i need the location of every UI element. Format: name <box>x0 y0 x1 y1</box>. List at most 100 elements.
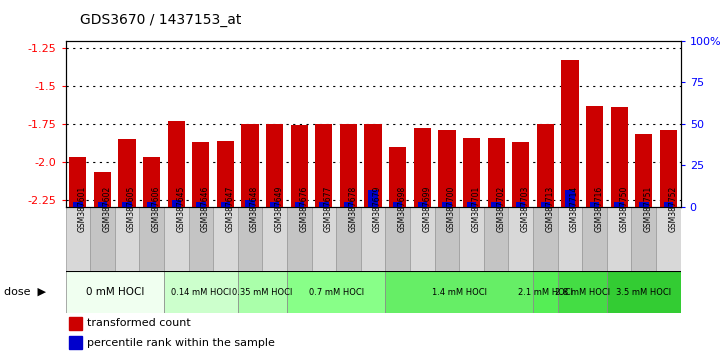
Text: GSM387647: GSM387647 <box>226 186 234 232</box>
Text: 0.7 mM HOCl: 0.7 mM HOCl <box>309 287 364 297</box>
Bar <box>238 271 287 313</box>
Bar <box>319 202 328 207</box>
Bar <box>365 124 381 207</box>
Text: 0 mM HOCl: 0 mM HOCl <box>86 287 144 297</box>
Bar <box>221 202 230 207</box>
Bar <box>516 202 526 207</box>
Text: GDS3670 / 1437153_at: GDS3670 / 1437153_at <box>80 12 242 27</box>
Bar <box>533 271 558 313</box>
Bar <box>631 207 656 271</box>
Bar <box>614 202 624 207</box>
Bar <box>336 207 361 271</box>
Bar <box>290 125 308 207</box>
Bar <box>533 207 558 271</box>
Text: GSM387605: GSM387605 <box>127 186 136 232</box>
Text: GSM387713: GSM387713 <box>545 186 554 232</box>
Bar <box>242 124 258 207</box>
Bar <box>368 190 378 207</box>
Bar <box>418 202 427 207</box>
Text: GSM387752: GSM387752 <box>668 186 677 232</box>
Text: transformed count: transformed count <box>87 318 191 328</box>
Bar <box>438 130 456 207</box>
Bar <box>115 207 139 271</box>
Bar <box>537 124 554 207</box>
Bar <box>73 202 82 207</box>
Text: GSM387645: GSM387645 <box>176 186 185 232</box>
Bar <box>607 207 631 271</box>
Bar <box>69 157 87 207</box>
Text: GSM387699: GSM387699 <box>422 186 431 232</box>
Bar <box>660 130 677 207</box>
Bar <box>361 207 385 271</box>
Bar <box>94 172 111 207</box>
Bar <box>238 207 262 271</box>
Text: GSM387703: GSM387703 <box>521 186 530 232</box>
Text: 1.4 mM HOCl: 1.4 mM HOCl <box>432 287 487 297</box>
Text: GSM387677: GSM387677 <box>324 186 333 232</box>
Bar <box>270 202 280 207</box>
Bar <box>196 202 205 207</box>
Bar <box>68 336 82 349</box>
Text: 2.8 mM HOCl: 2.8 mM HOCl <box>555 287 610 297</box>
Bar <box>491 202 501 207</box>
Bar <box>484 207 508 271</box>
Text: GSM387701: GSM387701 <box>472 186 480 232</box>
Bar <box>262 207 287 271</box>
Bar <box>164 207 189 271</box>
Bar <box>217 141 234 207</box>
Bar <box>213 207 238 271</box>
Bar <box>315 124 333 207</box>
Bar <box>192 142 210 207</box>
Text: GSM387750: GSM387750 <box>620 186 628 232</box>
Bar <box>558 207 582 271</box>
Text: 3.5 mM HOCl: 3.5 mM HOCl <box>616 287 671 297</box>
Bar <box>385 271 533 313</box>
Bar <box>266 124 283 207</box>
Text: GSM387700: GSM387700 <box>447 186 456 232</box>
Bar <box>635 135 652 207</box>
Bar <box>344 202 353 207</box>
Bar <box>561 61 579 207</box>
Bar <box>586 106 604 207</box>
Bar <box>122 202 132 207</box>
Bar <box>98 202 107 207</box>
Text: 2.1 mM HOCl: 2.1 mM HOCl <box>518 287 573 297</box>
Text: GSM387714: GSM387714 <box>570 186 579 232</box>
Text: GSM387716: GSM387716 <box>595 186 604 232</box>
Text: GSM387648: GSM387648 <box>250 186 259 232</box>
Bar <box>90 207 115 271</box>
Bar <box>558 271 607 313</box>
Bar <box>639 202 649 207</box>
Text: GSM387646: GSM387646 <box>201 186 210 232</box>
Bar <box>139 207 164 271</box>
Bar <box>167 121 185 207</box>
Text: GSM387751: GSM387751 <box>644 186 653 232</box>
Bar <box>607 271 681 313</box>
Text: GSM387649: GSM387649 <box>274 186 284 232</box>
Text: 0.14 mM HOCl: 0.14 mM HOCl <box>171 287 231 297</box>
Bar <box>66 207 90 271</box>
Bar <box>410 207 435 271</box>
Bar <box>541 202 550 207</box>
Bar <box>389 147 406 207</box>
Text: GSM387676: GSM387676 <box>299 186 308 232</box>
Bar <box>385 207 410 271</box>
Text: GSM387698: GSM387698 <box>397 186 407 232</box>
Bar <box>68 316 82 330</box>
Bar <box>287 207 312 271</box>
Bar <box>565 190 574 207</box>
Bar <box>164 271 238 313</box>
Bar <box>664 202 673 207</box>
Bar <box>295 202 304 207</box>
Text: GSM387601: GSM387601 <box>78 186 87 232</box>
Bar <box>590 202 599 207</box>
Text: GSM387606: GSM387606 <box>151 186 161 232</box>
Bar <box>147 202 157 207</box>
Bar <box>512 142 529 207</box>
Bar <box>582 207 607 271</box>
Bar <box>143 157 160 207</box>
Bar <box>312 207 336 271</box>
Bar <box>463 137 480 207</box>
Bar <box>414 129 431 207</box>
Bar <box>488 137 505 207</box>
